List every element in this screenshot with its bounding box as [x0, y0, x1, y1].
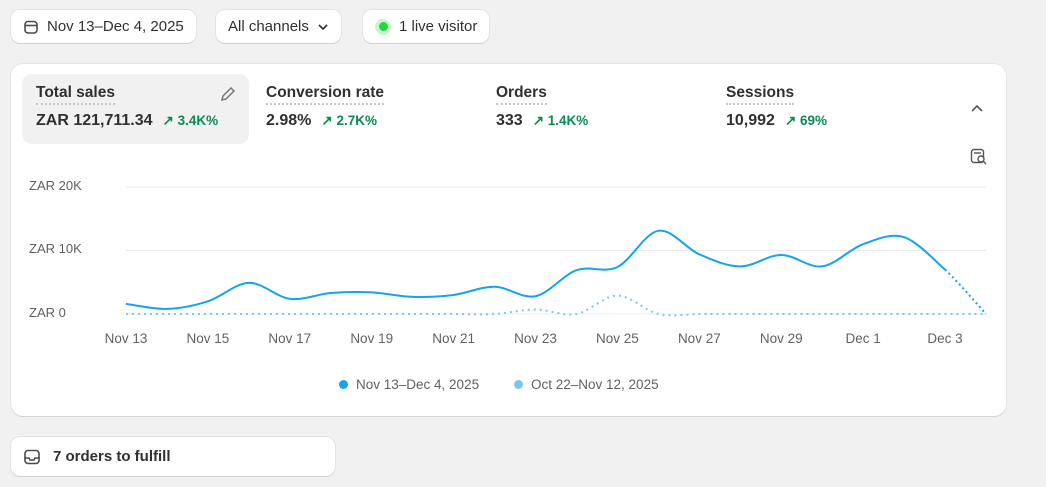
series-previous-line — [125, 294, 986, 317]
series-current-partial-line — [944, 268, 987, 315]
inbox-icon — [24, 449, 40, 464]
x-tick-label: Dec 1 — [845, 331, 881, 346]
metric-orders[interactable]: Orders 333 ↗ 1.4K% — [496, 84, 589, 129]
metric-value: 333 — [496, 112, 523, 129]
metric-delta: 69% — [800, 113, 828, 128]
x-tick-label: Nov 21 — [432, 331, 475, 346]
legend-current: Nov 13–Dec 4, 2025 — [339, 377, 479, 392]
x-tick-label: Nov 13 — [104, 331, 148, 346]
metric-label: Orders — [496, 84, 547, 105]
metric-conversion-rate[interactable]: Conversion rate 2.98% ↗ 2.7K% — [266, 84, 385, 129]
legend-label: Oct 22–Nov 12, 2025 — [531, 377, 659, 392]
x-tick-label: Nov 25 — [596, 331, 639, 346]
metric-delta: 1.4K% — [547, 113, 589, 128]
metric-value: 10,992 — [726, 112, 775, 129]
x-tick-label: Nov 15 — [186, 331, 230, 346]
metric-delta: 3.4K% — [177, 113, 219, 128]
legend-dot — [339, 380, 348, 389]
explore-report-icon[interactable] — [970, 148, 988, 166]
orders-to-fulfill-button[interactable]: 7 orders to fulfill — [11, 437, 335, 476]
date-range-label: Nov 13–Dec 4, 2025 — [47, 18, 184, 35]
x-tick-label: Nov 23 — [514, 331, 557, 346]
legend-dot — [514, 380, 523, 389]
metric-sessions[interactable]: Sessions 10,992 ↗ 69% — [726, 84, 828, 129]
edit-pencil-icon[interactable] — [219, 85, 237, 103]
orders-to-fulfill-label: 7 orders to fulfill — [53, 448, 171, 465]
metric-value: 2.98% — [266, 112, 312, 129]
y-tick-label: ZAR 20K — [29, 178, 82, 193]
channels-label: All channels — [228, 18, 309, 35]
legend-label: Nov 13–Dec 4, 2025 — [356, 377, 480, 392]
metric-delta: 2.7K% — [336, 113, 377, 128]
date-range-button[interactable]: Nov 13–Dec 4, 2025 — [11, 10, 196, 43]
metric-label: Conversion rate — [266, 84, 385, 105]
series-current-line — [125, 229, 946, 310]
y-tick-label: ZAR 0 — [29, 305, 66, 320]
chevron-up-icon[interactable] — [970, 102, 984, 116]
channels-dropdown[interactable]: All channels — [216, 10, 341, 43]
live-dot-icon — [375, 18, 391, 35]
live-visitor-button[interactable]: 1 live visitor — [363, 10, 490, 43]
x-tick-label: Nov 27 — [677, 331, 721, 346]
calendar-icon — [24, 20, 38, 34]
x-tick-label: Nov 19 — [350, 331, 394, 346]
metric-value: ZAR 121,711.34 — [36, 112, 153, 129]
live-visitor-label: 1 live visitor — [399, 18, 478, 35]
chevron-down-icon — [318, 23, 328, 30]
x-tick-label: Nov 29 — [759, 331, 803, 346]
sales-line-chart — [125, 186, 987, 317]
x-tick-label: Nov 17 — [268, 331, 312, 346]
analytics-card: Total sales ZAR 121,711.34 ↗ 3.4K% Conver… — [11, 64, 1006, 416]
metric-total-sales[interactable]: Total sales ZAR 121,711.34 ↗ 3.4K% — [22, 74, 249, 144]
metric-label: Total sales — [36, 84, 115, 105]
metric-label: Sessions — [726, 84, 795, 105]
x-tick-label: Dec 3 — [927, 331, 963, 346]
legend-previous: Oct 22–Nov 12, 2025 — [514, 377, 659, 392]
y-tick-label: ZAR 10K — [29, 241, 82, 256]
